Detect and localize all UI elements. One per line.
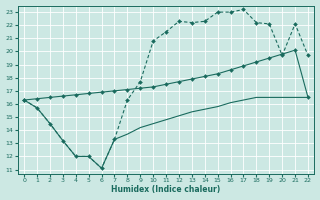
X-axis label: Humidex (Indice chaleur): Humidex (Indice chaleur) [111,185,221,194]
